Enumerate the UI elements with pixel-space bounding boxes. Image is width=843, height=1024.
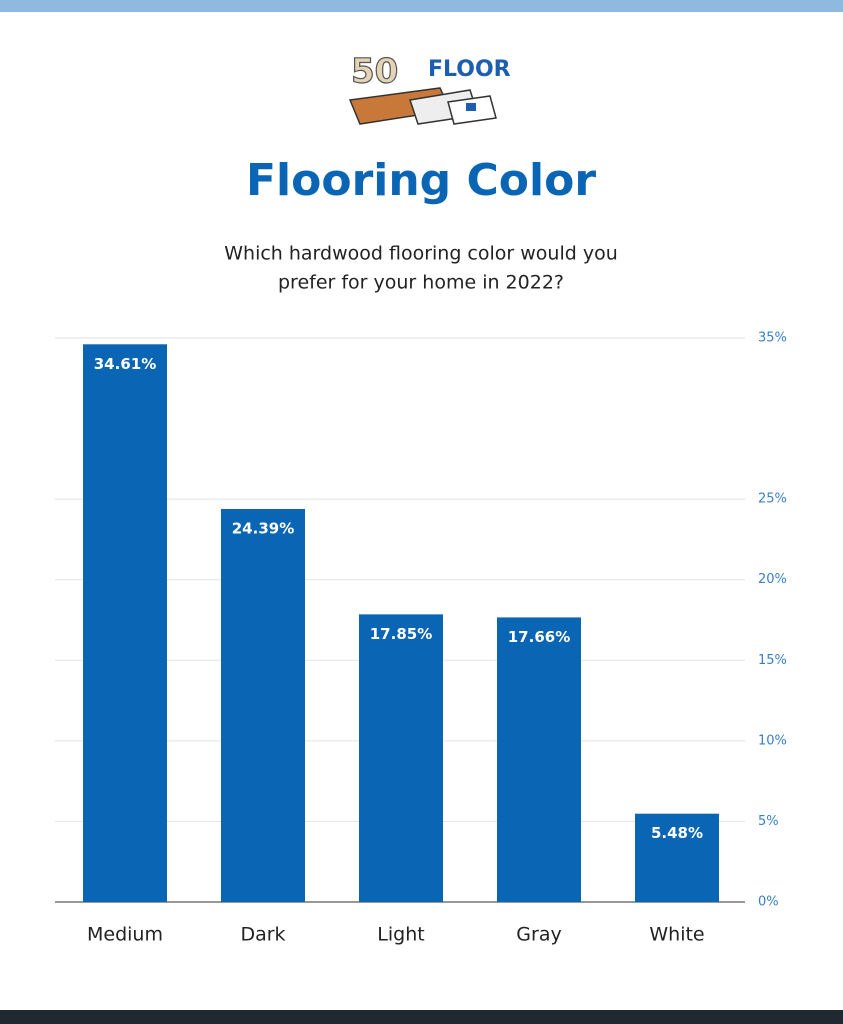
y-tick-label: 0% <box>758 895 779 910</box>
y-tick-label: 25% <box>758 492 787 507</box>
data-label: 17.85% <box>370 625 432 643</box>
logo-word: FLOOR <box>428 57 511 82</box>
subtitle: Which hardwood flooring color would you <box>224 243 618 265</box>
data-label: 34.61% <box>94 355 156 373</box>
chart-title: Flooring Color <box>246 155 596 206</box>
logo-number: 50 <box>351 52 398 92</box>
x-tick-label: Light <box>377 924 424 946</box>
data-label: 24.39% <box>232 519 294 537</box>
y-tick-label: 15% <box>758 653 787 668</box>
top-strip <box>0 0 843 12</box>
y-tick-label: 10% <box>758 733 787 748</box>
bottom-strip <box>0 1010 843 1024</box>
x-tick-label: Gray <box>516 924 561 946</box>
x-tick-label: White <box>649 924 704 946</box>
y-tick-label: 5% <box>758 814 779 829</box>
x-tick-label: Medium <box>87 924 163 946</box>
bar <box>359 614 443 902</box>
bar <box>221 508 305 902</box>
y-tick-label: 20% <box>758 572 787 587</box>
bar <box>635 813 719 902</box>
y-tick-label: 35% <box>758 331 787 346</box>
data-label: 5.48% <box>651 824 703 842</box>
x-tick-label: Dark <box>240 924 285 946</box>
subtitle: prefer for your home in 2022? <box>278 272 564 294</box>
data-label: 17.66% <box>508 628 570 646</box>
logo: 50 FLOOR <box>348 51 511 125</box>
bar <box>83 344 167 903</box>
bar <box>497 617 581 902</box>
